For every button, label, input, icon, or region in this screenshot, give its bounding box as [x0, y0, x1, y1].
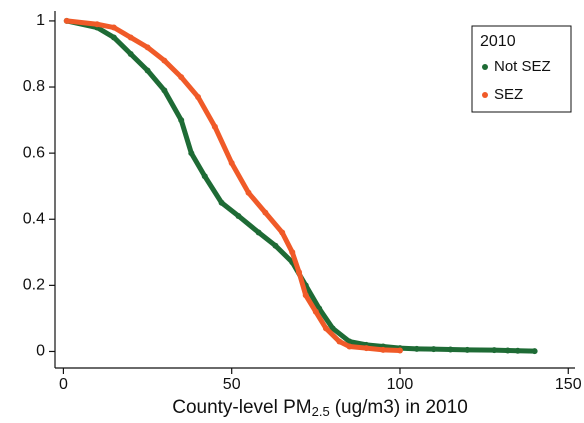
legend-marker [482, 64, 488, 70]
data-point [235, 212, 242, 219]
x-tick-label: 100 [387, 376, 414, 393]
data-point [195, 93, 202, 100]
data-point [380, 346, 387, 353]
data-point [514, 347, 521, 354]
data-point [430, 346, 437, 353]
data-point [201, 173, 208, 180]
data-point [504, 347, 511, 354]
data-point [464, 346, 471, 353]
data-point [127, 34, 134, 41]
x-tick-label: 50 [223, 376, 241, 393]
x-label-main: County-level PM [172, 397, 311, 418]
data-point [279, 229, 286, 236]
data-point [228, 160, 235, 167]
x-axis-label: County-level PM2.5 (ug/m3) in 2010 [172, 397, 468, 419]
data-point [127, 50, 134, 57]
data-point [178, 74, 185, 81]
data-point [255, 229, 262, 236]
data-point [289, 249, 296, 256]
data-point [322, 325, 329, 332]
data-point [94, 21, 101, 28]
data-point [491, 347, 498, 354]
data-point [218, 199, 225, 206]
data-point [336, 338, 343, 345]
data-point [302, 292, 309, 299]
data-point [396, 347, 403, 354]
legend-box [471, 25, 572, 113]
x-tick-label: 150 [555, 376, 582, 393]
data-point [531, 348, 538, 355]
data-point [262, 209, 269, 216]
data-point [346, 343, 353, 350]
data-point [296, 269, 303, 276]
y-tick-label: 0.6 [23, 144, 45, 161]
data-point [329, 325, 336, 332]
data-point [178, 117, 185, 124]
legend-label: SEZ [494, 86, 523, 103]
y-tick-label: 1 [36, 12, 45, 29]
legend-label: Not SEZ [494, 58, 551, 75]
x-tick-label: 0 [59, 376, 68, 393]
data-point [188, 150, 195, 157]
data-point [144, 67, 151, 74]
data-point [447, 346, 454, 353]
data-point [110, 34, 117, 41]
data-point [211, 123, 218, 130]
data-point [272, 242, 279, 249]
y-tick-label: 0.8 [23, 78, 45, 95]
y-tick-label: 0.4 [23, 210, 45, 227]
data-point [161, 57, 168, 64]
data-point [413, 345, 420, 352]
legend-title: 2010 [480, 33, 516, 50]
y-tick-label: 0 [36, 343, 45, 360]
y-tick-label: 0.2 [23, 277, 45, 294]
x-label-rest: (ug/m3) in 2010 [335, 397, 468, 418]
data-point [110, 24, 117, 31]
data-point [312, 308, 319, 315]
x-label-subscript: 2.5 [312, 404, 330, 419]
data-point [245, 189, 252, 196]
data-point [144, 44, 151, 51]
data-point [363, 345, 370, 352]
data-point [161, 87, 168, 94]
legend-marker [482, 92, 488, 98]
data-point [63, 17, 70, 24]
